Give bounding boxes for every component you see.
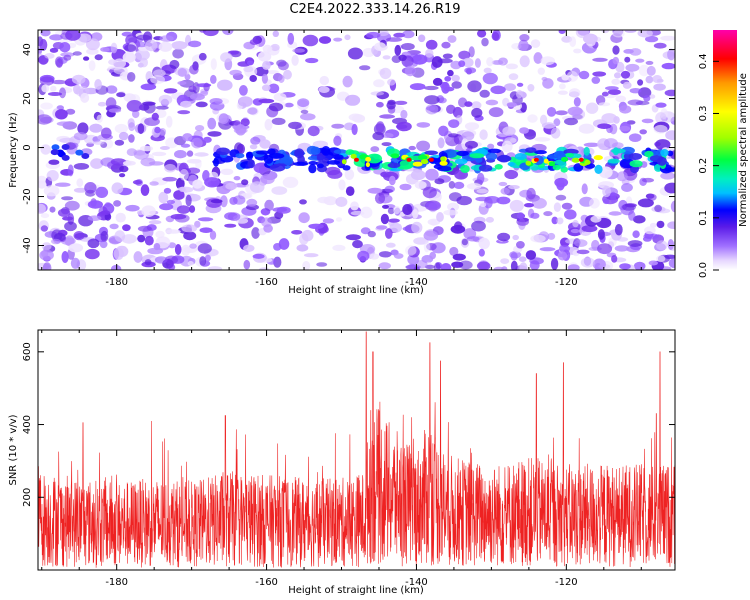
spectrogram-y-tick-label: 0 [22, 144, 33, 150]
colorbar-tick-label: 0.2 [698, 158, 709, 174]
band-hotspot [428, 157, 434, 162]
spectrogram-y-tick-label: -40 [22, 237, 33, 253]
snr-y-label: SNR (10 * v/v) [8, 414, 19, 485]
snr-x-tick-label: -140 [405, 577, 428, 588]
spectrogram-panel: -180 -160 -140 -120 -40 -20 0 20 40 Height of st… [8, 29, 676, 296]
band-hotspot [533, 157, 539, 162]
band-hotspot [578, 157, 584, 162]
snr-x-tick-label: -160 [255, 577, 278, 588]
snr-frame [37, 329, 676, 571]
spectrogram-image [38, 30, 675, 270]
snr-series-line [38, 331, 675, 568]
spectrogram-x-tick-label: -180 [105, 277, 128, 288]
spectrogram-x-tick-label: -140 [405, 277, 428, 288]
spectrogram-ticks: -180 -160 -140 -120 -40 -20 0 20 40 [22, 30, 675, 288]
spectrogram-y-label: Frequency (Hz) [8, 112, 19, 188]
colorbar-tick-label: 0.1 [698, 210, 709, 226]
colorbar-ticks: 0.0 0.1 0.2 0.3 0.4 [698, 53, 719, 278]
spectrogram-frame [37, 29, 676, 271]
snr-x-tick-label: -180 [105, 577, 128, 588]
colorbar-tick-label: 0.3 [698, 106, 709, 122]
spectrogram-x-tick-label: -120 [555, 277, 578, 288]
spectrogram-y-tick-label: -20 [22, 188, 33, 204]
snr-x-tick-label: -120 [555, 577, 578, 588]
colorbar-tick-label: 0.0 [698, 262, 709, 278]
band-hotspot [406, 157, 412, 162]
spectrogram-y-tick-label: 20 [22, 92, 33, 105]
band-hotspot [354, 157, 359, 162]
spectrogram-x-tick-label: -160 [255, 277, 278, 288]
colorbar: 0.0 0.1 0.2 0.3 0.4 Normalized spectral ampl… [698, 30, 749, 278]
spectrogram-y-tick-label: 40 [22, 43, 33, 56]
spectrogram-x-label: Height of straight line (km) [288, 285, 424, 296]
snr-y-tick-label: 600 [22, 342, 33, 361]
snr-x-label: Height of straight line (km) [288, 585, 424, 596]
colorbar-gradient [713, 30, 737, 270]
snr-y-tick-label: 200 [22, 488, 33, 507]
snr-y-tick-label: 400 [22, 415, 33, 434]
colorbar-label: Normalized spectral amplitude [738, 73, 749, 227]
figure-title: C2E4.2022.333.14.26.R19 [289, 2, 461, 17]
colorbar-tick-label: 0.4 [698, 53, 709, 69]
